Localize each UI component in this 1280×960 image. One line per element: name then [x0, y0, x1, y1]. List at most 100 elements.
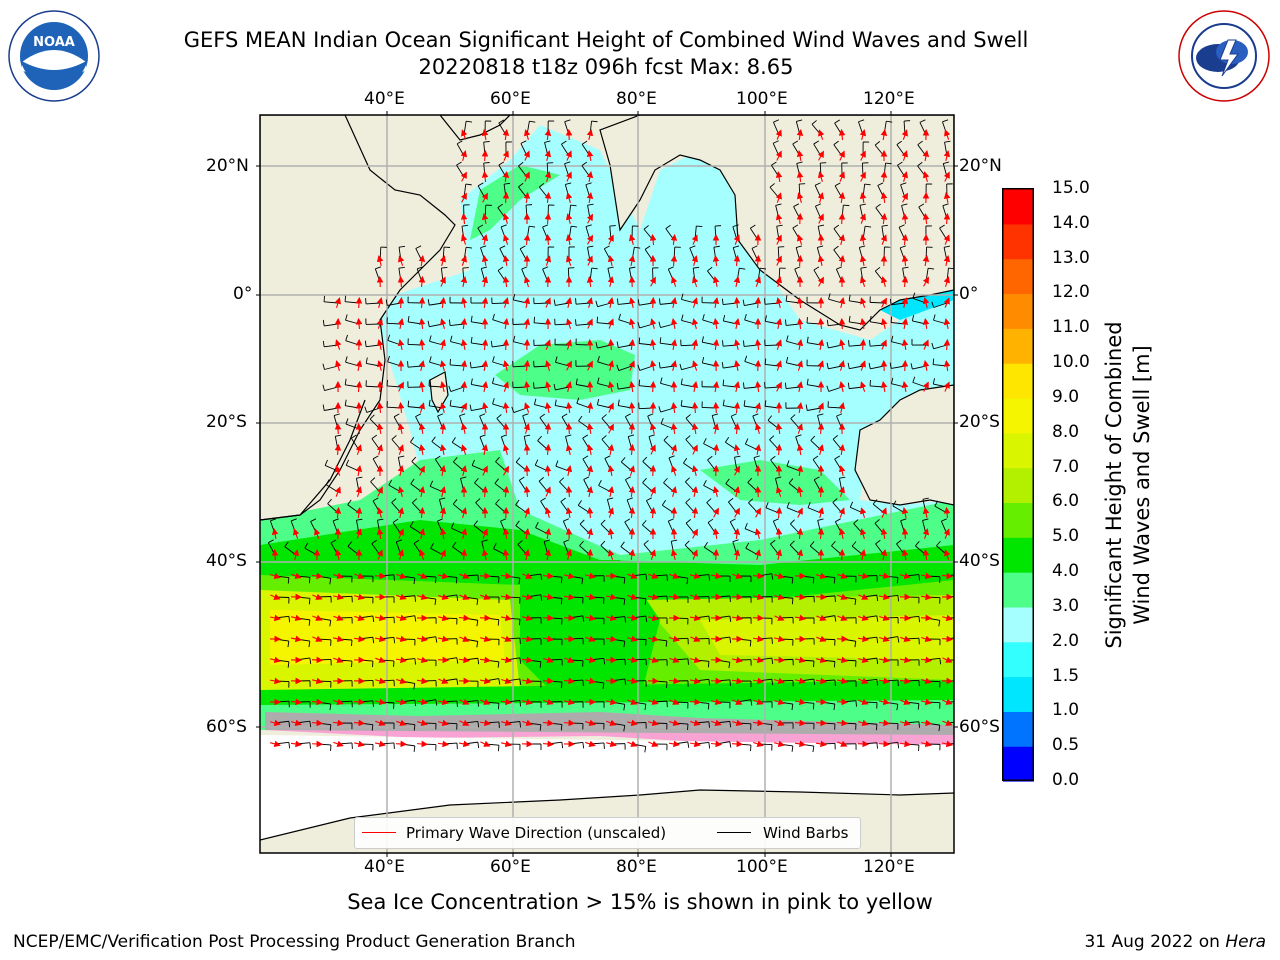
wave-direction-arrow — [796, 192, 804, 203]
right-lat-label-40s: 40°S — [959, 551, 1000, 571]
wind-barb-flag — [511, 406, 515, 413]
wave-direction-arrow — [776, 486, 783, 497]
wind-barb-flag — [387, 355, 390, 362]
wind-barb-flag — [414, 615, 417, 622]
wave-direction-arrow — [586, 275, 594, 288]
wave-direction-arrow — [376, 549, 383, 560]
wave-direction-arrow — [796, 339, 804, 351]
wind-barb-flag — [476, 599, 479, 606]
wind-barb-flag — [415, 413, 422, 417]
wind-barb-flag — [290, 518, 297, 522]
wind-barb-flag — [637, 299, 640, 306]
wind-barb-flag — [943, 161, 950, 164]
wave-direction-arrow — [649, 486, 656, 497]
wave-direction-arrow — [649, 444, 656, 455]
wave-direction-arrow — [796, 296, 804, 309]
wave-direction-arrow — [439, 422, 447, 435]
wind-barb-flag — [324, 459, 328, 466]
wind-barb-flag — [582, 615, 585, 622]
wave-direction-arrow — [649, 380, 657, 393]
wind-barb-flag — [703, 542, 708, 548]
wind-barb-flag — [712, 413, 719, 416]
wave-direction-arrow — [524, 402, 531, 413]
wind-barb-flag — [410, 436, 415, 443]
wind-barb-flag — [792, 140, 799, 145]
wave-direction-arrow — [628, 443, 636, 456]
wind-barb-flag — [570, 204, 577, 207]
right-lat-label-20s: 20°S — [959, 412, 1000, 432]
wind-barb-flag — [876, 742, 878, 749]
wave-direction-arrow — [943, 276, 951, 287]
wind-barb-flag — [729, 615, 732, 623]
wind-barb-flag — [429, 480, 434, 487]
wind-barb-flag — [730, 518, 736, 523]
wave-direction-arrow — [752, 614, 765, 622]
wave-direction-arrow — [838, 507, 845, 518]
wave-direction-arrow — [859, 528, 867, 539]
wind-barb-flag — [519, 657, 522, 664]
wind-barb-flag — [533, 398, 537, 405]
wind-barb-flag — [393, 413, 400, 418]
wind-barb-flag — [577, 500, 582, 506]
wave-direction-arrow — [943, 150, 951, 161]
wind-barb-flag — [836, 413, 843, 417]
wave-direction-arrow — [628, 297, 636, 308]
wave-direction-arrow — [649, 296, 657, 309]
wave-direction-arrow — [607, 234, 614, 245]
wave-direction-arrow — [418, 380, 426, 393]
wind-barb-flag — [344, 295, 347, 302]
wind-barb-flag — [462, 267, 469, 269]
wave-direction-arrow — [649, 423, 657, 434]
wind-barb-flag — [430, 542, 434, 549]
wind-barb-flag — [456, 161, 462, 166]
wind-barb-flag — [629, 266, 636, 269]
wave-direction-arrow — [523, 485, 531, 498]
wave-direction-arrow — [628, 234, 636, 245]
wave-direction-arrow — [838, 443, 846, 456]
wave-direction-arrow — [502, 150, 509, 161]
colorbar-tick-label: 9.0 — [1052, 386, 1080, 407]
wave-direction-arrow — [628, 506, 636, 519]
wave-direction-arrow — [418, 296, 426, 309]
wind-barb-flag — [707, 518, 714, 523]
wind-barb-flag — [595, 342, 598, 349]
wave-direction-arrow — [460, 380, 468, 393]
wave-direction-arrow — [607, 297, 615, 309]
wave-direction-arrow — [817, 171, 825, 182]
wave-direction-arrow — [922, 297, 930, 308]
wave-direction-arrow — [502, 401, 510, 414]
wave-direction-arrow — [860, 381, 867, 392]
wave-direction-arrow — [922, 171, 930, 182]
wind-barb-flag — [708, 721, 710, 728]
wind-barb-flag — [831, 540, 836, 547]
wave-direction-arrow — [628, 380, 636, 393]
wave-direction-arrow — [649, 338, 657, 351]
wave-direction-arrow — [901, 275, 909, 288]
wind-barb-flag — [832, 435, 839, 440]
wind-barb-flag — [742, 299, 745, 306]
wind-barb-flag — [874, 266, 881, 272]
wind-barb-flag — [499, 245, 506, 249]
wave-direction-arrow — [943, 212, 951, 225]
wave-direction-arrow — [754, 276, 761, 287]
wind-barb-flag — [518, 182, 524, 188]
wave-direction-arrow — [838, 402, 846, 413]
wave-direction-arrow — [481, 338, 489, 351]
wind-barb-flag — [518, 577, 521, 585]
wind-barb-flag — [618, 313, 621, 320]
wind-barb-flag — [875, 539, 881, 545]
wind-barb-flag — [288, 616, 291, 623]
wind-barb-flag — [942, 119, 949, 123]
wave-direction-arrow — [859, 213, 866, 224]
wind-barb-flag — [518, 619, 521, 626]
wind-barb-flag — [429, 335, 432, 342]
wind-barb-flag — [469, 404, 472, 411]
wind-barb-flag — [874, 519, 880, 524]
wind-barb-flag — [722, 379, 725, 386]
chart-subtitle: 20220818 t18z 096h fcst Max: 8.65 — [418, 55, 794, 79]
wave-direction-arrow — [670, 444, 677, 455]
wind-barb — [883, 617, 899, 619]
wave-direction-arrow — [712, 401, 720, 414]
wind-barb-flag — [665, 640, 668, 647]
wave-direction-arrow — [311, 572, 324, 580]
